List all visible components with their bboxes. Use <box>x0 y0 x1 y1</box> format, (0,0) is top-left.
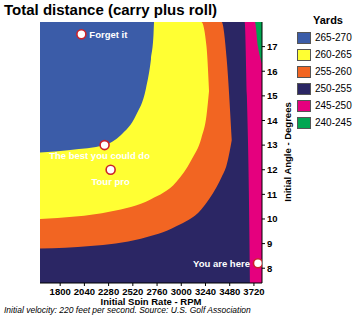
html-text:Initial velocity: 220 feet per: Initial velocity: 220 feet per second. S… <box>4 305 251 315</box>
svg-text:16: 16 <box>267 66 278 77</box>
svg-text:8: 8 <box>267 263 272 274</box>
svg-text:15: 15 <box>267 90 278 101</box>
html-text:245-250: 245-250 <box>315 100 352 111</box>
html-text:Total distance (carry plus rol: Total distance (carry plus roll) <box>4 1 218 18</box>
html-text:Initial Angle - Degrees: Initial Angle - Degrees <box>281 102 293 202</box>
svg-text:3720: 3720 <box>243 286 264 297</box>
svg-text:11: 11 <box>267 189 278 200</box>
html-text:240-245: 240-245 <box>315 117 352 128</box>
html-text:2280 2520 2760 3000 3240: 2280 2520 2760 3000 3240 <box>98 285 217 297</box>
svg-text:You are here: You are here <box>193 258 250 269</box>
svg-text:Initial Spin Rate - RPM: Initial Spin Rate - RPM <box>101 296 202 305</box>
svg-text:1800: 1800 <box>50 286 71 297</box>
html-text:265-270: 265-270 <box>315 32 352 43</box>
svg-text:13: 13 <box>267 139 278 150</box>
svg-text:3480: 3480 <box>219 286 240 297</box>
svg-text:Forget it: Forget it <box>89 29 128 40</box>
svg-text:Tour pro: Tour pro <box>91 176 130 187</box>
svg-text:14: 14 <box>267 115 278 126</box>
html-text:Yards: Yards <box>313 14 343 26</box>
svg-text:17: 17 <box>267 41 278 52</box>
svg-text:12: 12 <box>267 164 278 175</box>
html-text:260-265: 260-265 <box>315 49 352 60</box>
html-text:250-255: 250-255 <box>315 83 352 94</box>
html-text:255-260: 255-260 <box>315 66 352 77</box>
svg-text:10: 10 <box>267 213 278 224</box>
svg-text:The best you could do: The best you could do <box>49 150 150 161</box>
svg-text:9: 9 <box>267 238 272 249</box>
svg-text:2040: 2040 <box>74 286 95 297</box>
